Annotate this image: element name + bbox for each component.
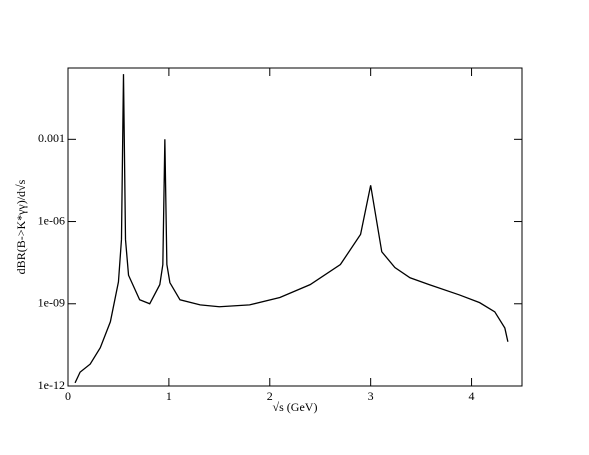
x-tick-label: 1 [166,389,172,403]
x-axis-label: √s (GeV) [273,400,318,414]
y-tick-label: 1e-12 [38,378,65,392]
plot-frame [67,67,523,387]
x-tick-label: 3 [368,389,374,403]
y-tick-label: 0.001 [38,131,65,145]
data-line [74,74,509,384]
x-tick-label: 2 [267,389,273,403]
x-tick-label: 0 [65,389,71,403]
y-tick-label: 1e-09 [38,296,65,310]
x-tick-label: 4 [469,389,475,403]
y-tick-label: 1e-06 [38,213,65,227]
y-axis-label: dBR(B->K*γγ)/d√s [14,179,28,274]
